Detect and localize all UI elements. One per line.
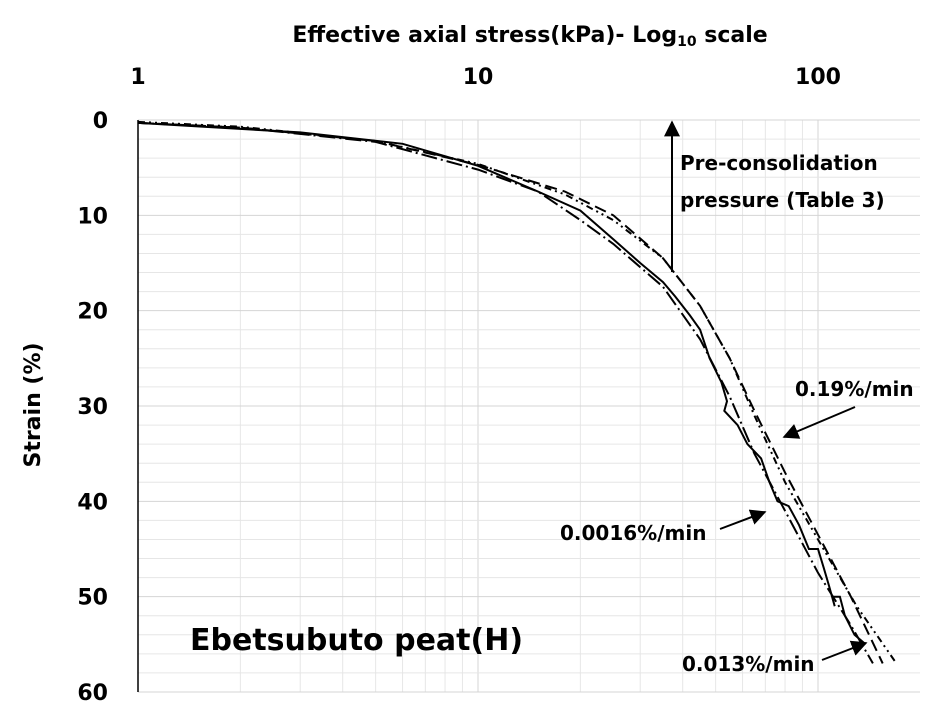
y-axis-title: Strain (%) bbox=[21, 342, 46, 467]
rate-019-arrow bbox=[782, 406, 856, 439]
rate-0013-label: 0.013%/min bbox=[682, 652, 815, 676]
y-tick-label: 50 bbox=[77, 586, 108, 611]
series-line bbox=[137, 121, 874, 664]
series-group bbox=[137, 120, 898, 664]
x-tick-label: 10 bbox=[463, 65, 494, 90]
rate-00016-arrow bbox=[719, 509, 767, 530]
x-tick-labels: 1 10 100 bbox=[130, 65, 841, 90]
preconsolidation-label-line1: Pre-consolidation bbox=[680, 151, 878, 175]
series-line bbox=[137, 121, 867, 646]
y-tick-label: 30 bbox=[77, 395, 108, 420]
x-tick-label: 100 bbox=[795, 65, 841, 90]
y-tick-label: 10 bbox=[77, 204, 108, 229]
annotations: Pre-consolidation pressure (Table 3) 0.1… bbox=[560, 120, 914, 676]
x-axis-title: Effective axial stress(kPa)- Log10 scale bbox=[292, 23, 767, 50]
panel-label: Ebetsubuto peat(H) bbox=[190, 623, 523, 658]
x-tick-label: 1 bbox=[130, 65, 145, 90]
rate-00016-label: 0.0016%/min bbox=[560, 521, 706, 545]
y-tick-labels: 0 10 20 30 40 50 60 bbox=[77, 109, 108, 706]
series-line bbox=[137, 121, 884, 664]
rate-019-label: 0.19%/min bbox=[795, 377, 914, 401]
y-tick-label: 60 bbox=[77, 681, 108, 706]
y-tick-label: 0 bbox=[93, 109, 108, 134]
grid bbox=[137, 119, 920, 693]
y-tick-label: 20 bbox=[77, 300, 108, 325]
preconsolidation-label-line2: pressure (Table 3) bbox=[680, 188, 885, 212]
y-tick-label: 40 bbox=[77, 490, 108, 515]
rate-0013-arrow bbox=[821, 640, 868, 661]
